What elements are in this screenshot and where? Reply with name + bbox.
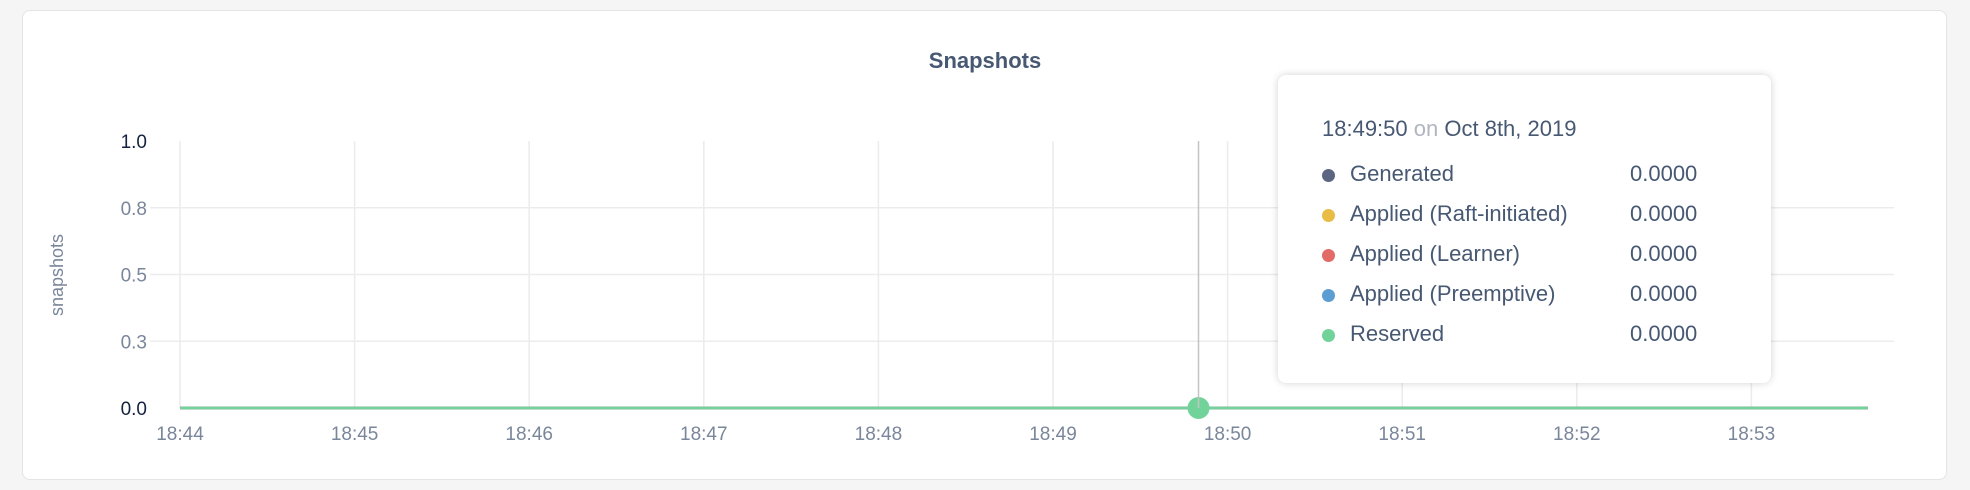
tooltip-series-value: 0.0000 xyxy=(1630,321,1698,346)
tooltip-date: Oct 8th, 2019 xyxy=(1444,116,1577,141)
y-tick-label: 0.8 xyxy=(121,199,147,220)
series-color-dot xyxy=(1322,329,1335,342)
x-tick-label: 18:46 xyxy=(505,424,553,445)
x-tick-label: 18:48 xyxy=(855,424,903,445)
tooltip-series-label: Reserved xyxy=(1350,321,1445,346)
series-color-dot xyxy=(1322,209,1335,222)
y-axis-label: snapshots xyxy=(47,234,67,316)
x-tick-label: 18:45 xyxy=(331,424,379,445)
tooltip-series-label: Applied (Learner) xyxy=(1350,241,1520,266)
hover-tooltip: 18:49:50 on Oct 8th, 2019 Generated 0.000… xyxy=(1278,75,1771,383)
series-color-dot xyxy=(1322,289,1335,302)
y-tick-label: 0.5 xyxy=(121,266,147,287)
x-tick-label: 18:50 xyxy=(1204,424,1252,445)
tooltip-series-value: 0.0000 xyxy=(1630,281,1698,306)
x-tick-label: 18:49 xyxy=(1029,424,1077,445)
tooltip-row: Reserved 0.0000 xyxy=(1322,321,1742,351)
tooltip-series-value: 0.0000 xyxy=(1630,201,1698,226)
x-tick-label: 18:52 xyxy=(1553,424,1601,445)
tooltip-series-label: Applied (Raft-initiated) xyxy=(1350,201,1568,226)
x-tick-label: 18:51 xyxy=(1378,424,1426,445)
chart-title: Snapshots xyxy=(928,48,1042,73)
tooltip-header: 18:49:50 on Oct 8th, 2019 xyxy=(1322,116,1576,142)
tooltip-row: Applied (Raft-initiated) 0.0000 xyxy=(1322,201,1742,231)
x-tick-label: 18:53 xyxy=(1728,424,1776,445)
tooltip-row: Applied (Learner) 0.0000 xyxy=(1322,241,1742,271)
tooltip-series-value: 0.0000 xyxy=(1630,161,1698,186)
tooltip-series-label: Generated xyxy=(1350,161,1454,186)
x-tick-label: 18:44 xyxy=(156,424,204,445)
y-tick-label: 1.0 xyxy=(121,132,147,153)
tooltip-time: 18:49:50 xyxy=(1322,116,1408,141)
x-tick-label: 18:47 xyxy=(680,424,728,445)
tooltip-series-label: Applied (Preemptive) xyxy=(1350,281,1556,306)
y-tick-label: 0.0 xyxy=(121,399,147,420)
series-color-dot xyxy=(1322,169,1335,182)
tooltip-series-value: 0.0000 xyxy=(1630,241,1698,266)
y-tick-label: 0.3 xyxy=(121,332,147,353)
tooltip-on: on xyxy=(1413,116,1439,141)
series-color-dot xyxy=(1322,249,1335,262)
tooltip-row: Generated 0.0000 xyxy=(1322,161,1742,191)
tooltip-row: Applied (Preemptive) 0.0000 xyxy=(1322,281,1742,311)
